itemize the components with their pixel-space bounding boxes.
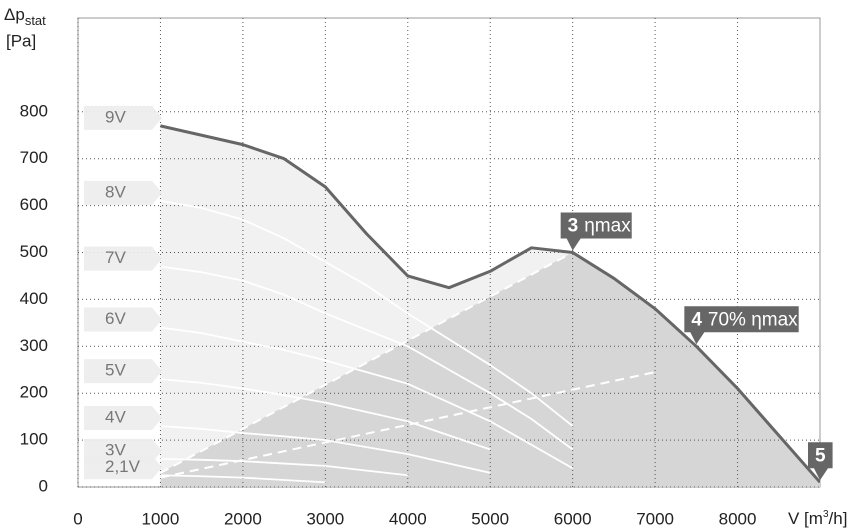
y-tick-label: 300 xyxy=(20,336,48,355)
speed-tag xyxy=(84,180,162,205)
y-tick-label: 500 xyxy=(20,242,48,261)
speed-curve xyxy=(160,474,326,484)
speed-tag xyxy=(84,406,162,431)
x-label-main: V [m xyxy=(788,509,823,528)
annotation: 4 70% ηmax xyxy=(684,306,799,345)
efficiency-line xyxy=(159,251,574,474)
y-tick-label: 0 xyxy=(39,476,48,495)
y-tick-label: 600 xyxy=(20,195,48,214)
speed-curve xyxy=(160,378,491,451)
speed-label: 4V xyxy=(105,408,126,427)
speed-label: 6V xyxy=(105,309,126,328)
speed-tag xyxy=(84,455,162,480)
annotation-text: 4 70% ηmax xyxy=(691,309,798,330)
x-axis-label: V [m3/h] xyxy=(788,509,847,529)
annotation-tag xyxy=(808,442,833,481)
dark-area xyxy=(160,252,820,487)
speed-tag xyxy=(84,307,162,332)
speed-curve xyxy=(160,265,574,451)
annotation-text: 3 ηmax xyxy=(568,216,632,237)
speed-label: 2,1V xyxy=(105,457,141,476)
y-axis-label: Δpstat xyxy=(4,5,46,28)
x-tick-label: 7000 xyxy=(636,509,674,528)
annotation: 3 ηmax xyxy=(560,212,632,251)
annotation-label: 70% ηmax xyxy=(708,309,798,330)
x-tick-label: 0 xyxy=(73,509,82,528)
speed-curve xyxy=(160,326,574,470)
annotation-number: 3 xyxy=(568,216,579,237)
y-tick-label: 800 xyxy=(20,101,48,120)
max-curve xyxy=(160,124,820,484)
annotation-number: 5 xyxy=(815,445,826,466)
x-tick-label: 6000 xyxy=(554,509,592,528)
y-label-main: Δp xyxy=(4,5,25,24)
annotation-tag xyxy=(560,212,632,251)
annotation-tag xyxy=(684,306,799,345)
speed-curve xyxy=(160,457,408,477)
speed-curve xyxy=(160,425,491,474)
y-tick-label: 200 xyxy=(20,383,48,402)
speed-label: 8V xyxy=(105,182,126,201)
speed-label: 9V xyxy=(105,107,126,126)
x-tick-label: 2000 xyxy=(224,509,262,528)
y-label-sub: stat xyxy=(25,13,46,28)
x-label-sup: 3 xyxy=(823,509,829,520)
plot-background xyxy=(77,17,821,488)
annotation: 5 xyxy=(808,442,833,481)
annotation-label: ηmax xyxy=(584,216,631,237)
x-tick-label: 3000 xyxy=(306,509,344,528)
speed-label: 5V xyxy=(105,361,126,380)
efficiency-line xyxy=(160,371,656,479)
x-label-end: /h] xyxy=(829,509,848,528)
marks xyxy=(159,124,820,484)
y-tick-label: 100 xyxy=(20,430,48,449)
x-tick-label: 1000 xyxy=(142,509,180,528)
speed-curve xyxy=(160,200,574,427)
x-tick-label: 4000 xyxy=(389,509,427,528)
speed-tag xyxy=(84,105,162,130)
annotation-text: 5 xyxy=(815,445,826,466)
y-tick-label: 400 xyxy=(20,289,48,308)
speed-label: 3V xyxy=(105,440,126,459)
speed-label: 7V xyxy=(105,248,126,267)
speed-tag xyxy=(84,246,162,271)
y-axis-unit: [Pa] xyxy=(6,31,36,50)
x-tick-label: 5000 xyxy=(471,509,509,528)
annotation-number: 4 xyxy=(691,309,702,330)
y-tick-label: 700 xyxy=(20,148,48,167)
speed-tag xyxy=(84,359,162,384)
x-tick-label: 8000 xyxy=(719,509,757,528)
